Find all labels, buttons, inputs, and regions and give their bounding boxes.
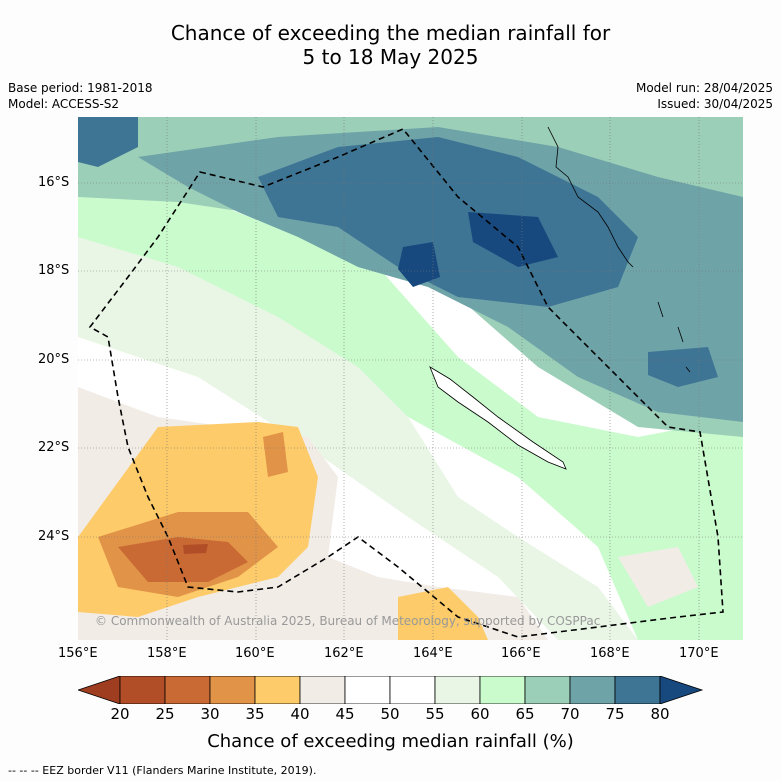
colorbar-label: 50 bbox=[380, 705, 400, 723]
colorbar-low-arrow bbox=[78, 676, 121, 704]
colorbar-label: 70 bbox=[560, 705, 580, 723]
rainfall-map bbox=[78, 117, 743, 640]
colorbar-segment bbox=[434, 676, 481, 704]
contour-band-80 bbox=[468, 212, 558, 267]
colorbar-label: 75 bbox=[605, 705, 625, 723]
colorbar-segment bbox=[524, 676, 571, 704]
colorbar-segment bbox=[614, 676, 661, 704]
vanuatu-outline bbox=[547, 126, 691, 373]
lat-tick: 16°S bbox=[38, 175, 70, 190]
lon-tick: 158°E bbox=[147, 646, 187, 661]
lon-tick: 170°E bbox=[679, 646, 719, 661]
eez-border bbox=[88, 128, 724, 638]
contour-band-80b bbox=[398, 242, 440, 287]
colorbar-segment bbox=[344, 676, 391, 704]
lon-tick: 168°E bbox=[590, 646, 630, 661]
colorbar-segment bbox=[479, 676, 526, 704]
lon-tick: 166°E bbox=[501, 646, 541, 661]
colorbar-segment bbox=[209, 676, 256, 704]
colorbar-segment bbox=[254, 676, 301, 704]
eez-legend-note: -- -- -- EEZ border V11 (Flanders Marine… bbox=[8, 764, 317, 777]
contour-band-30b bbox=[263, 432, 288, 477]
colorbar-segment bbox=[569, 676, 616, 704]
contour-band-75 bbox=[258, 137, 638, 307]
lat-tick: 24°S bbox=[38, 529, 70, 544]
contour-band-20 bbox=[183, 544, 208, 554]
issued-date: Issued: 30/04/2025 bbox=[657, 97, 773, 111]
map-title-line2: 5 to 18 May 2025 bbox=[302, 45, 479, 69]
contour-band-75c bbox=[648, 347, 718, 387]
contour-band-25 bbox=[118, 537, 248, 582]
model-label: Model: ACCESS-S2 bbox=[8, 97, 120, 111]
colorbar-label: 60 bbox=[470, 705, 490, 723]
new-caledonia-outline bbox=[429, 366, 567, 470]
colorbar-segment bbox=[389, 676, 436, 704]
contour-band-55 bbox=[78, 237, 638, 640]
colorbar-label: 25 bbox=[155, 705, 175, 723]
base-period: Base period: 1981-2018 bbox=[8, 81, 153, 95]
lat-tick: 22°S bbox=[38, 440, 70, 455]
lon-tick: 164°E bbox=[413, 646, 453, 661]
copyright-notice: © Commonwealth of Australia 2025, Bureau… bbox=[95, 614, 601, 628]
colorbar-segment bbox=[119, 676, 166, 704]
colorbar bbox=[78, 676, 704, 704]
colorbar-high-arrow bbox=[659, 676, 704, 704]
colorbar-label: 30 bbox=[200, 705, 220, 723]
contour-band-75b bbox=[78, 117, 138, 167]
model-run: Model run: 28/04/2025 bbox=[635, 81, 773, 95]
colorbar-label: 80 bbox=[650, 705, 670, 723]
lon-tick: 156°E bbox=[58, 646, 98, 661]
colorbar-label: 55 bbox=[425, 705, 445, 723]
lon-tick: 160°E bbox=[235, 646, 275, 661]
lon-tick: 162°E bbox=[324, 646, 364, 661]
colorbar-label: 45 bbox=[335, 705, 355, 723]
contour-band-40b bbox=[618, 547, 698, 607]
lat-tick: 18°S bbox=[38, 263, 70, 278]
colorbar-label: 65 bbox=[515, 705, 535, 723]
colorbar-segment bbox=[164, 676, 211, 704]
colorbar-title: Chance of exceeding median rainfall (%) bbox=[207, 731, 574, 752]
colorbar-label: 35 bbox=[245, 705, 265, 723]
colorbar-label: 20 bbox=[110, 705, 130, 723]
map-title-line1: Chance of exceeding the median rainfall … bbox=[170, 21, 611, 45]
colorbar-label: 40 bbox=[290, 705, 310, 723]
lat-tick: 20°S bbox=[38, 352, 70, 367]
graticule bbox=[78, 117, 743, 640]
colorbar-segment bbox=[299, 676, 346, 704]
contour-band-35b bbox=[398, 587, 488, 640]
